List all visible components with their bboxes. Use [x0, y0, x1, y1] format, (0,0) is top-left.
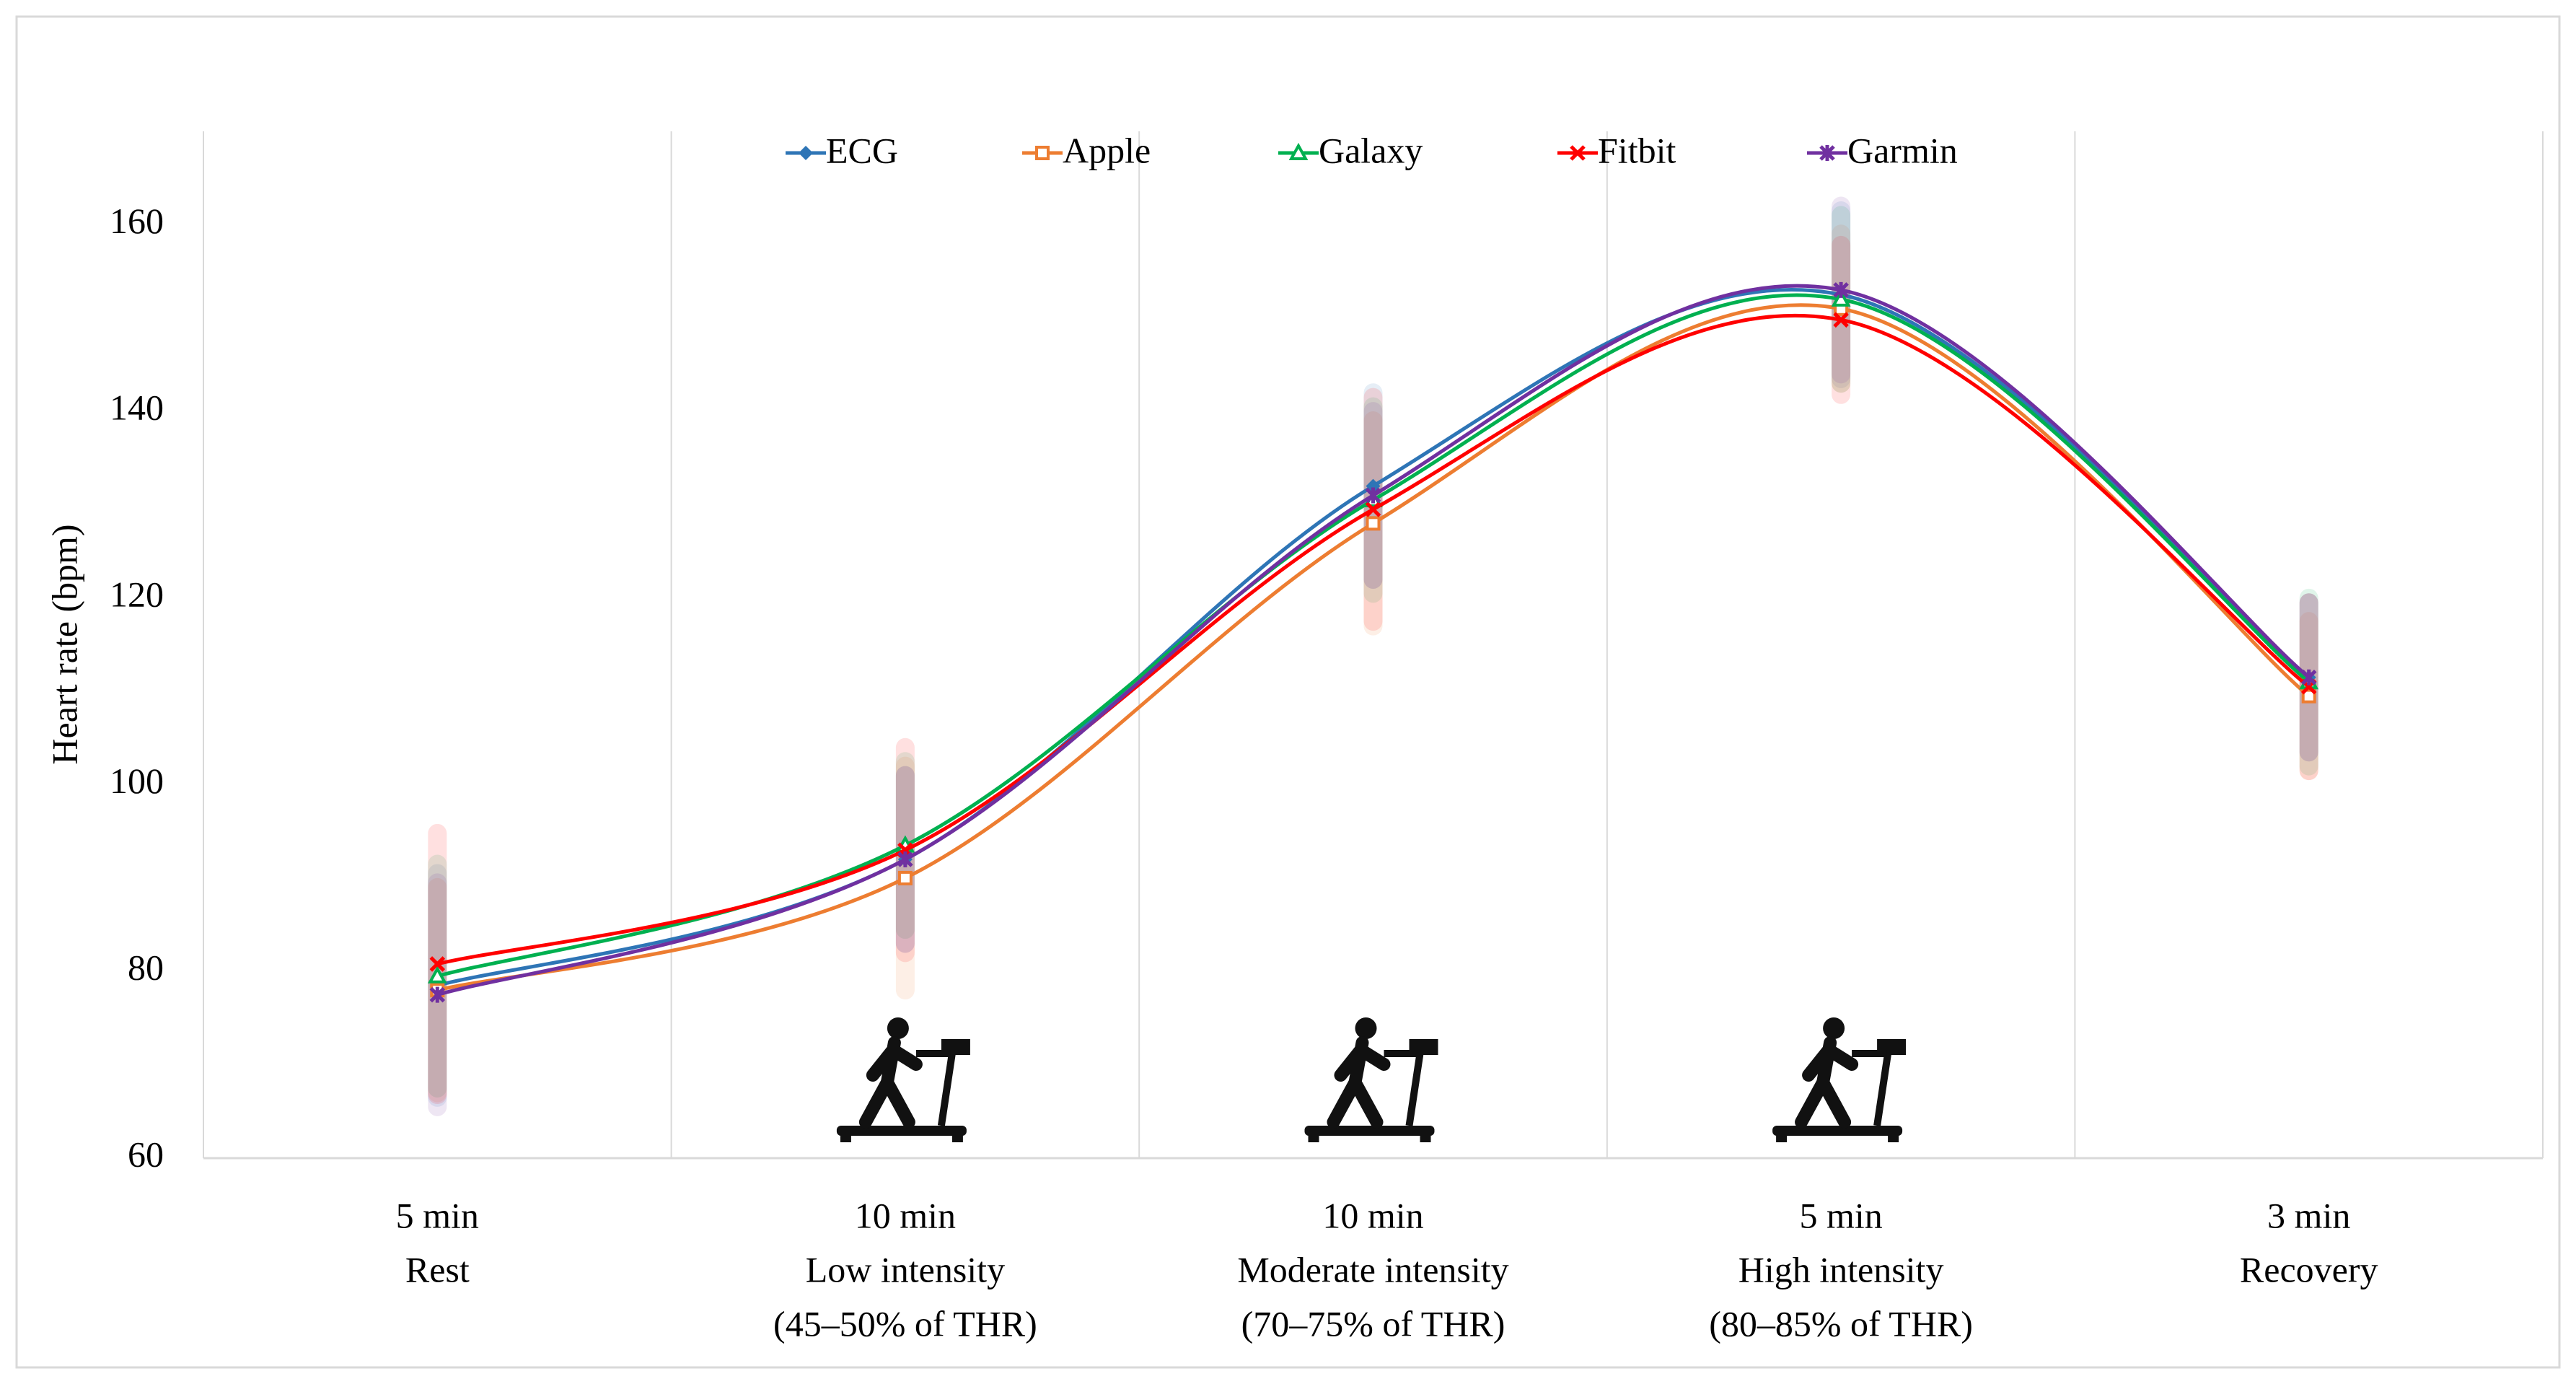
- legend-label: Garmin: [1847, 130, 1958, 170]
- y-tick-label: 100: [110, 761, 164, 801]
- marker: [1831, 289, 1851, 307]
- x-tick-label: Moderate intensity: [1237, 1249, 1508, 1289]
- legend-label: ECG: [826, 130, 898, 170]
- marker: [427, 965, 447, 984]
- marker: [1365, 487, 1381, 504]
- y-tick-label: 160: [110, 201, 164, 241]
- y-tick-label: 140: [110, 387, 164, 428]
- x-tick-label: (70–75% of THR): [1241, 1303, 1505, 1344]
- marker: [429, 956, 446, 972]
- x-tick-label: High intensity: [1738, 1249, 1944, 1289]
- y-tick-label: 120: [110, 574, 164, 614]
- x-tick-label: 10 min: [855, 1195, 956, 1235]
- marker: [1035, 146, 1050, 160]
- marker: [1570, 145, 1586, 161]
- marker: [1833, 281, 1849, 298]
- marker: [2301, 688, 2316, 704]
- legend-label: Apple: [1063, 130, 1151, 170]
- x-tick-label: 5 min: [396, 1195, 479, 1235]
- marker: [2300, 669, 2317, 686]
- y-tick-label: 60: [128, 1134, 164, 1174]
- marker: [799, 146, 813, 160]
- marker: [1366, 516, 1381, 531]
- x-tick-label: 3 min: [2267, 1195, 2350, 1235]
- y-axis-label: Heart rate (bpm): [44, 524, 84, 764]
- marker: [1288, 142, 1309, 160]
- x-tick-label: (80–85% of THR): [1709, 1303, 1973, 1344]
- marker: [429, 986, 446, 1003]
- marker: [1365, 502, 1381, 517]
- x-tick-label: Recovery: [2240, 1249, 2378, 1289]
- legend-label: Galaxy: [1319, 130, 1423, 170]
- x-tick-label: Rest: [405, 1249, 470, 1289]
- marker: [1819, 145, 1835, 161]
- x-tick-label: Low intensity: [806, 1249, 1005, 1289]
- marker: [897, 851, 913, 868]
- x-tick-label: (45–50% of THR): [773, 1303, 1037, 1344]
- chart-border: [15, 15, 2561, 1369]
- x-tick-label: 5 min: [1799, 1195, 1882, 1235]
- legend-label: Fitbit: [1598, 130, 1676, 170]
- marker: [1833, 312, 1849, 328]
- x-tick-label: 10 min: [1322, 1195, 1423, 1235]
- y-tick-label: 80: [128, 947, 164, 988]
- marker: [897, 870, 913, 885]
